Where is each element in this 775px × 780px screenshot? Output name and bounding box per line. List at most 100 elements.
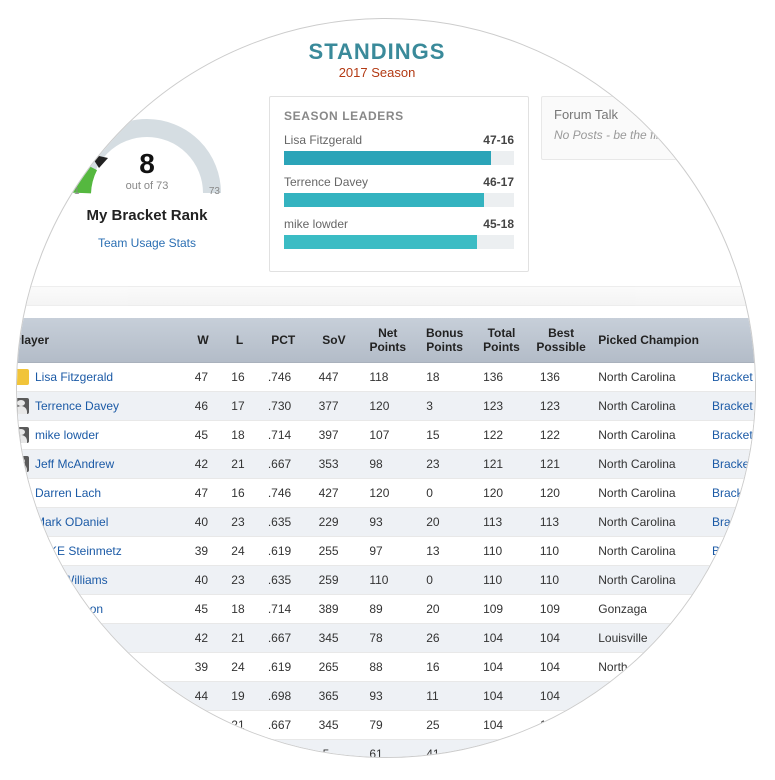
season-label: 2017 Season	[227, 65, 527, 80]
forum-post-link[interactable]: post	[686, 128, 709, 142]
cell-bracket: Bracket	[706, 595, 756, 624]
cell-bracket: Bracket	[706, 537, 756, 566]
leader-bar-track	[284, 151, 514, 165]
avatar	[16, 456, 29, 472]
player-link[interactable]: Terrence Davey	[35, 399, 119, 413]
cell-np: 98	[359, 450, 416, 479]
cell-w: 40	[185, 508, 222, 537]
cell-np: 93	[359, 508, 416, 537]
cell-best: 136	[530, 363, 592, 392]
page-content: Madness STANDINGS 2017 Season 8 out of 7…	[16, 18, 756, 758]
table-row: Daddy Moon4518.7143898920109109GonzagaBr…	[16, 595, 756, 624]
cell-np: 88	[359, 653, 416, 682]
player-link[interactable]: Lisa Fitzgerald	[35, 370, 113, 384]
leader-name[interactable]: Terrence Davey	[284, 175, 368, 189]
leader-record: 47-16	[483, 133, 514, 147]
leader-name[interactable]: Lisa Fitzgerald	[284, 133, 362, 147]
cell-tp: 104	[473, 682, 530, 711]
cell-l: 21	[221, 450, 258, 479]
col-header[interactable]: PCT	[258, 318, 309, 363]
avatar	[16, 601, 29, 617]
cell-champion: North Carolina	[592, 450, 706, 479]
cell-l: 19	[221, 682, 258, 711]
cell-w: 40	[185, 566, 222, 595]
cell-best: 122	[530, 421, 592, 450]
cell-sov: 229	[309, 508, 360, 537]
player-link[interactable]: Darren Lach	[35, 486, 101, 500]
cell-champion: North Carolina	[592, 479, 706, 508]
col-header[interactable]: Total Points	[473, 318, 530, 363]
col-header[interactable]	[706, 318, 756, 363]
cell-sov: 389	[309, 595, 360, 624]
bracket-link[interactable]: Bracket	[712, 515, 753, 529]
cell-np: 97	[359, 537, 416, 566]
avatar	[16, 427, 29, 443]
rank-outof: out of 73	[62, 180, 232, 192]
cell-bracket: Bracket	[706, 450, 756, 479]
season-leaders-panel: SEASON LEADERS Lisa Fitzgerald47-16Terre…	[269, 96, 529, 272]
avatar	[16, 485, 29, 501]
cell-tp: 121	[473, 450, 530, 479]
leader-name[interactable]: mike lowder	[284, 217, 348, 231]
avatar	[16, 543, 29, 559]
cell-l: 18	[221, 595, 258, 624]
leader-row: mike lowder45-18	[284, 217, 514, 249]
col-header[interactable]: W	[185, 318, 222, 363]
bracket-link[interactable]: Bracket	[712, 457, 753, 471]
col-header[interactable]: Bonus Points	[416, 318, 473, 363]
cell-l: 24	[221, 537, 258, 566]
leader-bar-track	[284, 235, 514, 249]
cell-np: 79	[359, 711, 416, 740]
bracket-link[interactable]: Bracket	[712, 573, 753, 587]
cell-bracket	[706, 653, 756, 682]
player-link[interactable]: Fred Williams	[35, 573, 108, 587]
bracket-link[interactable]: Bracket	[712, 370, 753, 384]
cell-bp: 15	[416, 421, 473, 450]
cell-bracket: Bracket	[706, 479, 756, 508]
player-link[interactable]: JAKE Steinmetz	[35, 544, 122, 558]
player-link[interactable]: Mark ODaniel	[35, 515, 108, 529]
bracket-link[interactable]: Bracket	[712, 544, 753, 558]
bracket-link[interactable]: Bracket	[712, 428, 753, 442]
cell-bracket	[706, 682, 756, 711]
avatar	[16, 572, 29, 588]
cell-w: 42	[185, 450, 222, 479]
col-header[interactable]: Best Possible	[530, 318, 592, 363]
cell-bp: 26	[416, 624, 473, 653]
cell-champion: North Carolina	[592, 508, 706, 537]
cell-tp: 113	[473, 508, 530, 537]
table-row: JAKE Steinmetz3924.6192559713110110North…	[16, 537, 756, 566]
bracket-link[interactable]: Bracket	[712, 602, 753, 616]
cell-sov: -5	[309, 740, 360, 759]
col-header[interactable]: Player	[16, 318, 185, 363]
table-row: 21.6673457925104104	[16, 711, 756, 740]
cell-champion	[592, 740, 706, 759]
cell-np: 110	[359, 566, 416, 595]
col-header[interactable]: L	[221, 318, 258, 363]
cell-sov: 345	[309, 711, 360, 740]
cell-champion: North Carolina	[592, 421, 706, 450]
cell-w: 42	[185, 624, 222, 653]
cell-bp: 20	[416, 508, 473, 537]
bracket-link[interactable]: Bracket	[712, 486, 753, 500]
forum-title: Forum Talk	[554, 107, 738, 122]
col-header[interactable]: Picked Champion	[592, 318, 706, 363]
cell-bp: 0	[416, 566, 473, 595]
col-header[interactable]: Net Points	[359, 318, 416, 363]
cell-w: 45	[185, 595, 222, 624]
cell-sov: 427	[309, 479, 360, 508]
bracket-link[interactable]: Bracket	[712, 399, 753, 413]
player-link[interactable]: mike lowder	[35, 428, 99, 442]
player-link[interactable]: Daddy Moon	[35, 602, 103, 616]
cell-l: 17	[221, 392, 258, 421]
player-link[interactable]: Chick	[35, 631, 65, 645]
cell-best: 109	[530, 595, 592, 624]
cell-tp: 110	[473, 537, 530, 566]
col-header[interactable]: SoV	[309, 318, 360, 363]
team-usage-link[interactable]: Team Usage Stats	[98, 236, 196, 250]
player-link[interactable]: Jeff McAndrew	[35, 457, 114, 471]
table-row: mike lowder4518.71439710715122122North C…	[16, 421, 756, 450]
cell-bracket	[706, 624, 756, 653]
breadcrumb-text[interactable]: Madness	[217, 18, 277, 25]
cell-np: 61	[359, 740, 416, 759]
